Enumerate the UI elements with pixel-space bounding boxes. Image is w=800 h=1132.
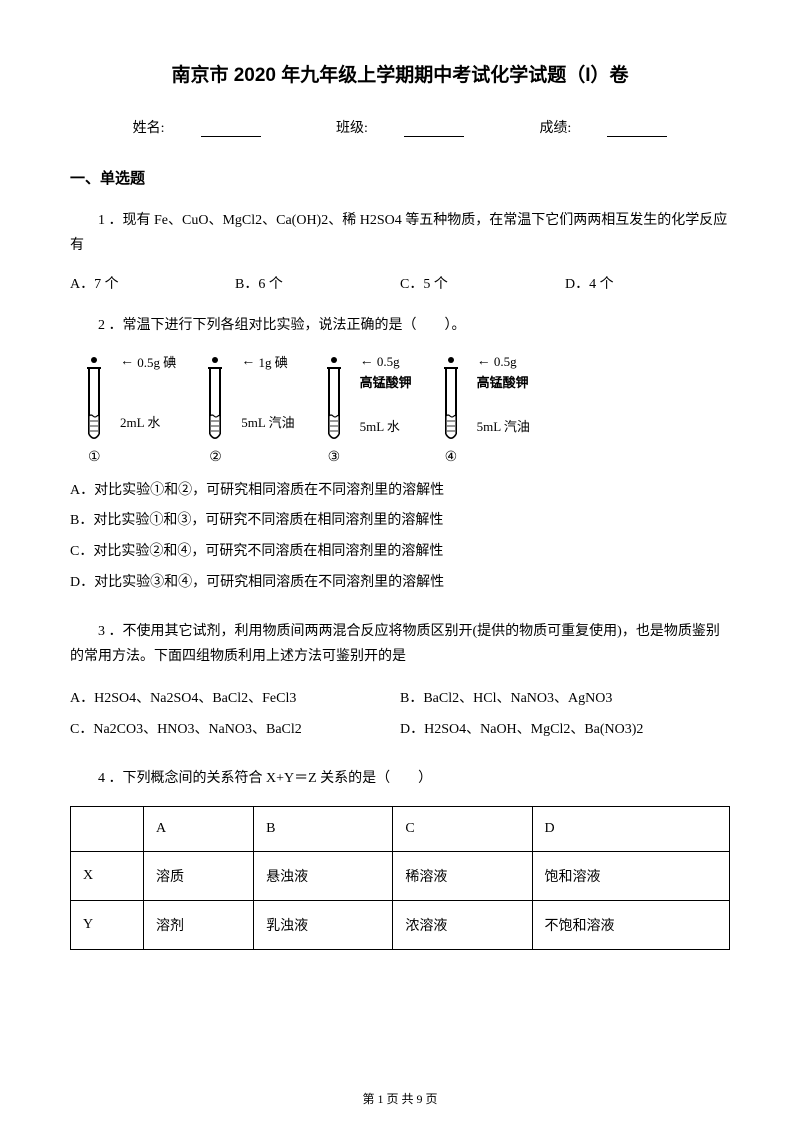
table-header-cell: B (254, 806, 393, 851)
name-label: 姓名: (133, 121, 165, 136)
table-cell: 乳浊液 (254, 900, 393, 949)
class-blank (404, 123, 464, 137)
table-cell: 溶质 (143, 851, 253, 900)
score-label: 成绩: (539, 121, 571, 136)
q4-text: 4 ．下列概念间的关系符合 X+Y＝Z 关系的是（ ） (70, 766, 730, 791)
table-cell: Y (71, 900, 144, 949)
q1-options: A．7 个 B．6 个 C．5 个 D．4 个 (70, 273, 730, 293)
q1-opt-a: A．7 个 (70, 273, 235, 293)
table-row: Y溶剂乳浊液浓溶液不饱和溶液 (71, 900, 730, 949)
tube-diagram: ← 1g 碘 5mL 汽油 ② (201, 354, 294, 466)
form-fields: 姓名: 班级: 成绩: (70, 117, 730, 137)
table-cell: X (71, 851, 144, 900)
table-cell: 稀溶液 (393, 851, 532, 900)
q3-opt-c: C．Na2CO3、HNO3、NaNO3、BaCl2 (70, 715, 400, 746)
table-cell: 悬浊液 (254, 851, 393, 900)
table-header-cell: C (393, 806, 532, 851)
table-cell: 饱和溶液 (532, 851, 729, 900)
q3-options: A．H2SO4、Na2SO4、BaCl2、FeCl3 B．BaCl2、HCl、N… (70, 684, 730, 746)
q1-opt-c: C．5 个 (400, 273, 565, 293)
table-header-cell (71, 806, 144, 851)
q2-diagrams: ← 0.5g 碘 2mL 水 ① ← 1g 碘 5mL 汽油 ② (80, 354, 730, 466)
table-row: X溶质悬浊液稀溶液饱和溶液 (71, 851, 730, 900)
q3-text: 3 ．不使用其它试剂，利用物质间两两混合反应将物质区别开(提供的物质可重复使用)… (70, 619, 730, 669)
tube-diagram: ← 0.5g 碘 2mL 水 ① (80, 354, 176, 466)
q4-table: ABCDX溶质悬浊液稀溶液饱和溶液Y溶剂乳浊液浓溶液不饱和溶液 (70, 806, 730, 950)
table-header-cell: A (143, 806, 253, 851)
table-cell: 不饱和溶液 (532, 900, 729, 949)
name-blank (201, 123, 261, 137)
q1-text: 1 ．现有 Fe、CuO、MgCl2、Ca(OH)2、稀 H2SO4 等五种物质… (70, 208, 730, 258)
class-label: 班级: (336, 121, 368, 136)
table-cell: 溶剂 (143, 900, 253, 949)
page-title: 南京市 2020 年九年级上学期期中考试化学试题（I）卷 (70, 60, 730, 87)
tube-diagram: ← 0.5g高锰酸钾 5mL 水 ③ (320, 354, 412, 466)
section-title: 一、单选题 (70, 167, 730, 188)
q2-options: A．对比实验①和②，可研究相同溶质在不同溶剂里的溶解性 B．对比实验①和③，可研… (70, 476, 730, 599)
table-header-cell: D (532, 806, 729, 851)
q2-opt-b: B．对比实验①和③，可研究不同溶质在相同溶剂里的溶解性 (70, 506, 730, 537)
q2-opt-d: D．对比实验③和④，可研究相同溶质在不同溶剂里的溶解性 (70, 568, 730, 599)
q2-opt-a: A．对比实验①和②，可研究相同溶质在不同溶剂里的溶解性 (70, 476, 730, 507)
q2-opt-c: C．对比实验②和④，可研究不同溶质在相同溶剂里的溶解性 (70, 537, 730, 568)
page-footer: 第 1 页 共 9 页 (0, 1090, 800, 1107)
q1-opt-b: B．6 个 (235, 273, 400, 293)
q3-opt-a: A．H2SO4、Na2SO4、BaCl2、FeCl3 (70, 684, 400, 715)
table-cell: 浓溶液 (393, 900, 532, 949)
q1-opt-d: D．4 个 (565, 273, 730, 293)
score-blank (607, 123, 667, 137)
tube-diagram: ← 0.5g高锰酸钾 5mL 汽油 ④ (437, 354, 530, 466)
q3-opt-b: B．BaCl2、HCl、NaNO3、AgNO3 (400, 684, 730, 715)
q2-text: 2 ．常温下进行下列各组对比实验，说法正确的是（ ）。 (70, 313, 730, 338)
q3-opt-d: D．H2SO4、NaOH、MgCl2、Ba(NO3)2 (400, 715, 730, 746)
